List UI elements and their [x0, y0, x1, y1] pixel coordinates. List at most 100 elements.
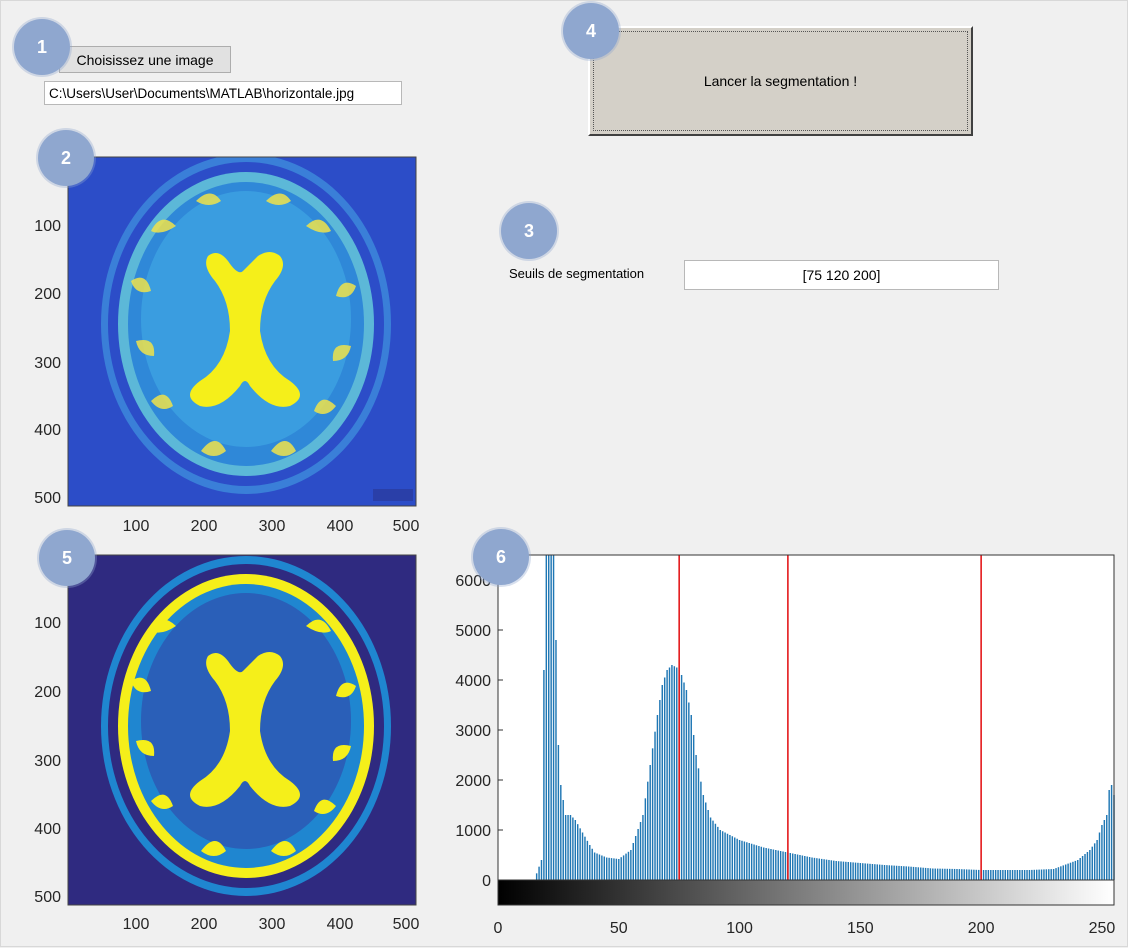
step-badge: 3	[501, 203, 557, 259]
histogram-bar	[1106, 815, 1108, 880]
histogram-bar	[666, 670, 668, 880]
histogram-bar	[545, 555, 548, 880]
histogram-x-tick: 150	[847, 920, 874, 937]
histogram-bar	[685, 690, 688, 880]
grayscale-colorbar	[497, 879, 1115, 906]
histogram-bar	[808, 857, 811, 880]
histogram-bar	[965, 869, 968, 880]
histogram-bar	[862, 863, 864, 880]
histogram-bar	[765, 848, 767, 880]
histogram-bar	[794, 854, 796, 880]
image-path-field[interactable]: C:\Users\User\Documents\MATLAB\horizonta…	[44, 81, 402, 105]
thresholds-input[interactable]: [75 120 200]	[684, 260, 999, 290]
histogram-bar	[818, 858, 821, 880]
histogram-bar	[1101, 825, 1103, 880]
histogram-bar	[1067, 863, 1069, 880]
histogram-bar	[869, 863, 871, 880]
histogram-bar	[1038, 869, 1040, 880]
histogram-bar	[644, 798, 647, 880]
histogram-bar	[779, 851, 782, 880]
histogram-bar	[741, 840, 743, 880]
histogram-bar	[743, 841, 746, 880]
histogram-y-tick: 5000	[455, 623, 491, 640]
histogram-bar	[548, 555, 550, 880]
histogram-bar	[1006, 870, 1009, 880]
histogram-bar	[555, 640, 557, 880]
histogram-bar	[707, 810, 709, 880]
histogram-y-tick: 2000	[455, 773, 491, 790]
histogram-bar	[632, 843, 635, 880]
histogram-bar	[605, 857, 608, 880]
histogram-y-tick: 4000	[455, 673, 491, 690]
histogram-bar	[543, 670, 545, 880]
histogram-x-tick: 250	[1089, 920, 1116, 937]
histogram-bar	[695, 755, 697, 880]
histogram-bar	[891, 865, 893, 880]
original-y-tick: 400	[34, 422, 61, 439]
histogram-bar	[973, 869, 975, 880]
histogram-bar	[835, 861, 837, 880]
run-segmentation-label: Lancer la segmentation !	[703, 73, 858, 89]
histogram-bar	[1021, 870, 1023, 880]
histogram-bar	[949, 868, 951, 880]
histogram-bar	[963, 869, 965, 880]
histogram-bar	[994, 870, 997, 880]
histogram-bar	[927, 868, 929, 880]
histogram-bar	[893, 865, 895, 880]
histogram-bar	[813, 857, 816, 880]
histogram-bar	[929, 868, 932, 880]
histogram-bar	[736, 838, 738, 880]
histogram-bar	[941, 868, 944, 880]
histogram-bar	[999, 870, 1002, 880]
step-badge: 2	[38, 130, 94, 186]
histogram-bar	[1040, 869, 1043, 880]
histogram-bar	[900, 866, 903, 880]
histogram-bar	[1016, 870, 1019, 880]
histogram-bar	[874, 864, 876, 880]
histogram-bar	[934, 868, 936, 880]
histogram-bar	[581, 832, 584, 880]
segmented-y-tick: 500	[34, 889, 61, 906]
histogram-x-tick: 50	[610, 920, 628, 937]
histogram-bar	[816, 858, 818, 880]
histogram-bar	[671, 665, 673, 880]
histogram-bar	[596, 853, 598, 880]
histogram-bar	[661, 685, 663, 880]
choose-image-button[interactable]: Choisissez une image	[59, 46, 231, 73]
histogram-bar	[750, 843, 753, 880]
histogram-bar	[1033, 869, 1036, 880]
histogram-bar	[1108, 790, 1110, 880]
histogram-bar	[731, 836, 734, 880]
histogram-bar	[673, 666, 676, 880]
histogram-bar	[1048, 869, 1050, 880]
histogram-y-tick: 1000	[455, 823, 491, 840]
histogram-bar	[729, 835, 731, 880]
histogram-bar	[608, 857, 610, 880]
histogram-bar	[700, 781, 702, 880]
histogram-bar	[647, 781, 649, 880]
histogram-bar	[651, 748, 654, 880]
run-segmentation-button[interactable]: Lancer la segmentation !	[588, 26, 973, 136]
histogram-bar	[770, 849, 772, 880]
histogram-bar	[833, 860, 835, 880]
histogram-bar	[702, 795, 705, 880]
segmented-y-tick: 200	[34, 684, 61, 701]
histogram-bar	[975, 869, 978, 880]
histogram-bar	[659, 700, 661, 880]
histogram-bar	[1011, 870, 1014, 880]
histogram-bar	[767, 848, 770, 880]
histogram-bar	[690, 715, 692, 880]
histogram-bar	[951, 868, 953, 880]
histogram-bar	[622, 855, 625, 880]
histogram-bar	[1002, 870, 1004, 880]
histogram-y-tick: 0	[482, 873, 491, 890]
histogram-bar	[953, 868, 956, 880]
histogram-bar	[709, 817, 712, 880]
histogram-bar	[535, 873, 538, 880]
histogram-bar	[932, 868, 934, 880]
histogram-bar	[1019, 870, 1021, 880]
histogram-plot-area	[498, 555, 1114, 880]
histogram-bar	[789, 853, 792, 880]
histogram-bar	[625, 853, 627, 880]
histogram-bar	[828, 859, 830, 880]
